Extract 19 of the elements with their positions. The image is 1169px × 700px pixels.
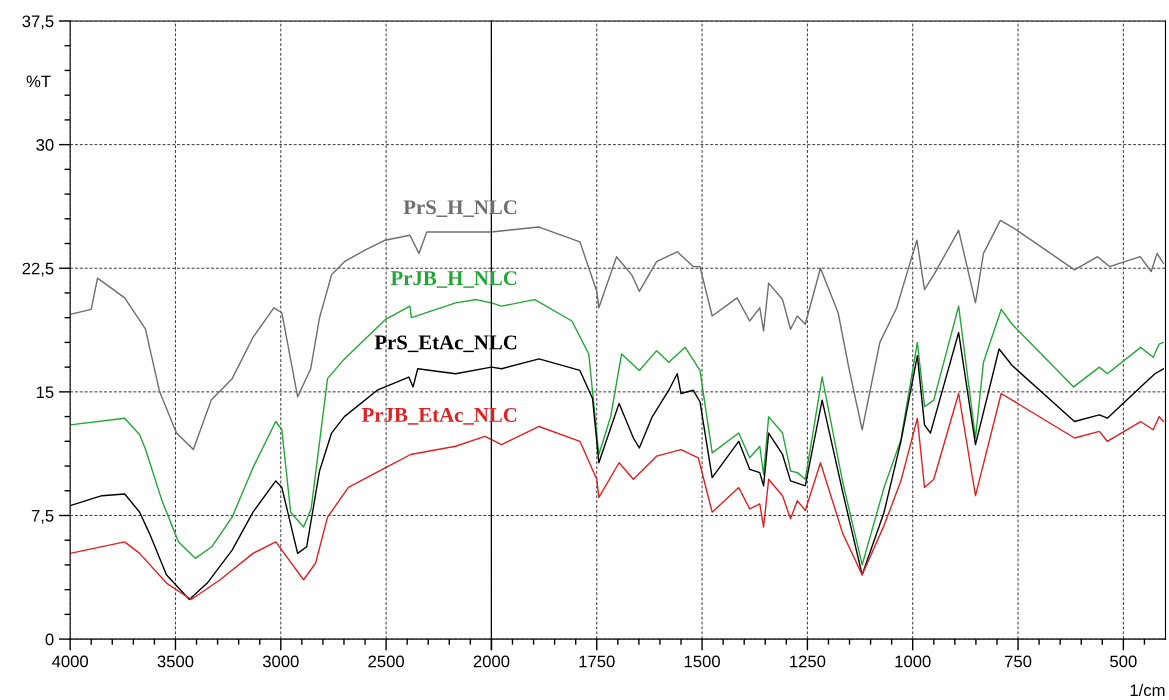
y-tick-label: 37,5 xyxy=(22,15,54,30)
y-tick-label: 30 xyxy=(36,139,54,151)
x-tick-label: 1000 xyxy=(895,655,931,668)
x-tick-label: 2000 xyxy=(473,655,510,668)
x-tick-label: 1500 xyxy=(684,655,720,668)
x-tick-label: 3500 xyxy=(157,655,194,668)
y-tick-label: 15 xyxy=(36,386,54,399)
y-tick-label: 7,5 xyxy=(31,510,54,524)
x-tick-label: 1750 xyxy=(579,655,615,668)
x-tick-label: 2500 xyxy=(368,655,404,668)
x-axis-title: 1/cm xyxy=(1130,683,1165,697)
x-tick-label: 4000 xyxy=(51,655,89,668)
x-tick-label: 500 xyxy=(1110,655,1137,668)
y-tick-label: 0 xyxy=(45,633,54,646)
y-tick-label: 22,5 xyxy=(22,262,54,277)
x-tick-label: 1250 xyxy=(790,655,826,668)
x-tick-label: 3000 xyxy=(262,655,299,668)
x-tick-label: 750 xyxy=(1004,655,1032,668)
y-axis-title: %T xyxy=(26,75,51,88)
